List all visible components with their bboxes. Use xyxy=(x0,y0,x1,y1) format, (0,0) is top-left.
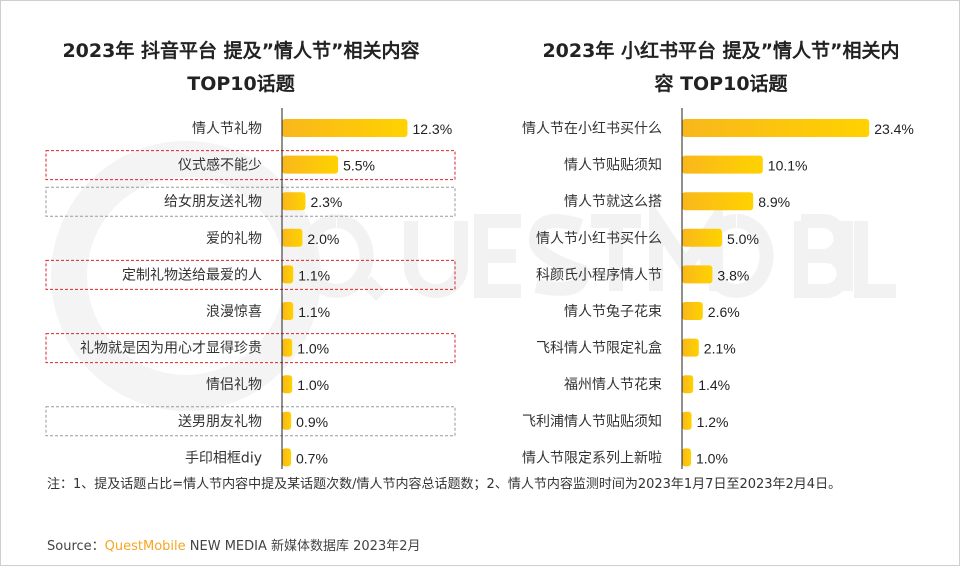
bar xyxy=(682,375,694,394)
value-label: 5.5% xyxy=(343,158,375,174)
highlight-box xyxy=(45,186,456,217)
value-label: 1.0% xyxy=(297,377,329,393)
value-label: 2.0% xyxy=(307,231,339,247)
category-label: 情人节就这么搭 xyxy=(564,193,662,210)
left-chart-title: 2023年 抖音平台 提及”情人节”相关内容 TOP10话题 xyxy=(21,35,461,101)
bar xyxy=(282,228,303,247)
watermark-letter-shape xyxy=(854,221,896,298)
category-label: 仪式感不能少 xyxy=(178,157,262,174)
value-label: 2.1% xyxy=(704,341,736,357)
bar xyxy=(682,448,691,467)
bar xyxy=(682,192,754,211)
value-label: 3.8% xyxy=(717,267,749,283)
value-label: 12.3% xyxy=(412,121,452,137)
source-line: Source：QuestMobile NEW MEDIA 新媒体数据库 2023… xyxy=(47,535,421,554)
value-label: 2.3% xyxy=(310,194,342,210)
highlight-box xyxy=(45,406,456,437)
category-label: 手印相框diy xyxy=(185,450,262,466)
category-label: 定制礼物送给最爱的人 xyxy=(122,267,262,283)
bar xyxy=(682,228,722,247)
category-label: 送男朋友礼物 xyxy=(178,414,262,430)
category-label: 情侣礼物 xyxy=(206,377,262,393)
watermark-letter-shape xyxy=(474,214,521,298)
value-label: 1.1% xyxy=(298,267,330,283)
category-label: 情人节小红书买什么 xyxy=(536,231,662,247)
value-label: 2.6% xyxy=(708,304,740,320)
source-rest: NEW MEDIA 新媒体数据库 2023年2月 xyxy=(185,539,421,554)
value-label: 1.1% xyxy=(298,304,330,320)
value-label: 1.4% xyxy=(698,377,730,393)
highlight-box xyxy=(45,333,456,364)
category-label: 礼物就是因为用心才显得珍贵 xyxy=(80,340,262,357)
bar xyxy=(682,119,870,137)
source-prefix: Source： xyxy=(47,539,105,554)
right-chart-title: 2023年 小红书平台 提及”情人节”相关内 容 TOP10话题 xyxy=(501,35,941,101)
value-label: 10.1% xyxy=(768,158,808,174)
bar xyxy=(282,302,294,320)
category-label: 飞利浦情人节贴贴须知 xyxy=(522,413,662,430)
category-label: 飞科情人节限定礼盒 xyxy=(536,340,662,357)
bar xyxy=(282,119,408,137)
value-label: 1.0% xyxy=(696,450,728,466)
category-label: 情人节在小红书买什么 xyxy=(522,121,662,137)
category-label: 情人节礼物 xyxy=(192,121,262,137)
bar xyxy=(282,411,292,430)
bar xyxy=(282,155,339,174)
bar xyxy=(282,375,293,394)
bar xyxy=(682,155,763,174)
highlight-box xyxy=(45,150,456,181)
value-label: 5.0% xyxy=(727,231,759,247)
right-title-line1: 2023年 小红书平台 提及”情人节”相关内 xyxy=(542,40,900,62)
bar xyxy=(682,411,692,430)
watermark-letter-shape xyxy=(591,214,641,291)
category-label: 给女朋友送礼物 xyxy=(164,193,262,210)
bar xyxy=(682,338,699,357)
right-title-line2: 容 TOP10话题 xyxy=(654,73,788,95)
bar xyxy=(282,192,306,211)
bar xyxy=(282,265,294,284)
bar xyxy=(282,448,291,467)
left-title-line1: 2023年 抖音平台 提及”情人节”相关内容 xyxy=(62,40,420,62)
source-brand: QuestMobile xyxy=(104,539,186,554)
bar xyxy=(682,265,713,284)
bar xyxy=(682,302,703,320)
footnote: 注：1、提及话题占比=情人节内容中提及某话题次数/情人节内容总话题数；2、情人节… xyxy=(47,477,842,492)
watermark-letter-shape xyxy=(299,214,386,301)
value-label: 0.9% xyxy=(296,414,328,430)
category-label: 情人节限定系列上新啦 xyxy=(522,449,662,466)
left-title-line2: TOP10话题 xyxy=(187,73,295,95)
watermark-letter-shape xyxy=(794,214,851,298)
category-label: 福州情人节花束 xyxy=(564,377,662,393)
watermark-letter-shape xyxy=(528,214,589,296)
watermark-letter-shape xyxy=(404,221,468,298)
value-label: 1.0% xyxy=(297,341,329,357)
highlight-box xyxy=(45,259,456,290)
category-label: 爱的礼物 xyxy=(206,231,262,247)
value-label: 8.9% xyxy=(758,194,790,210)
category-label: 情人节贴贴须知 xyxy=(564,157,662,174)
category-label: 情人节兔子花束 xyxy=(564,304,662,320)
value-label: 0.7% xyxy=(296,450,328,466)
value-label: 1.2% xyxy=(697,414,729,430)
value-label: 23.4% xyxy=(874,121,914,137)
category-label: 浪漫惊喜 xyxy=(206,304,262,320)
bar xyxy=(282,338,293,357)
category-label: 科颜氏小程序情人节 xyxy=(536,267,662,283)
